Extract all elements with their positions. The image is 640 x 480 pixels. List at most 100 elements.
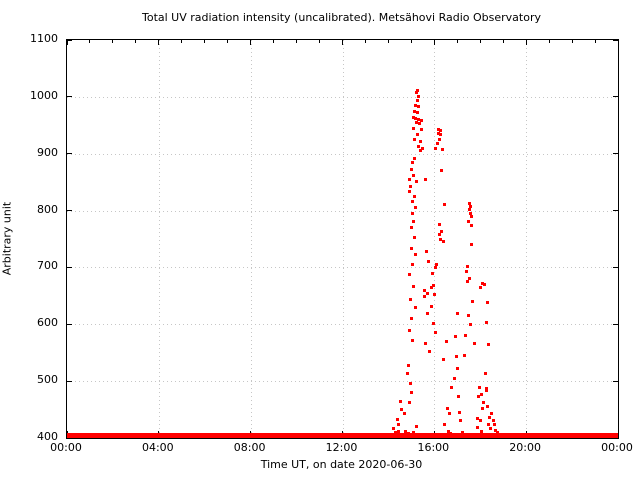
- data-point: [435, 141, 439, 145]
- data-point: [416, 118, 420, 122]
- x-axis-minor-tick-top: [181, 40, 183, 43]
- data-point: [432, 322, 436, 326]
- data-point: [416, 133, 420, 137]
- y-axis-tick: [67, 39, 72, 41]
- x-tick-label: 20:00: [509, 441, 541, 454]
- x-axis-minor-tick-top: [594, 40, 596, 43]
- y-tick-label: 500: [37, 373, 58, 387]
- data-point: [412, 110, 416, 114]
- x-axis-minor-tick-top: [387, 40, 389, 43]
- data-point: [409, 167, 413, 171]
- data-point: [408, 177, 412, 181]
- data-point: [424, 250, 428, 253]
- data-point: [445, 406, 449, 410]
- data-point: [491, 419, 495, 423]
- data-point: [467, 277, 471, 281]
- x-tick-label: 12:00: [325, 441, 358, 454]
- data-point: [453, 335, 457, 339]
- data-point: [489, 426, 493, 430]
- y-axis-tick-right: [613, 266, 618, 268]
- x-axis-minor-tick-top: [502, 40, 504, 43]
- data-point: [410, 263, 414, 267]
- y-axis-tick: [67, 96, 72, 98]
- data-point: [437, 222, 441, 226]
- data-point: [416, 111, 420, 115]
- data-point: [412, 220, 416, 224]
- x-axis-label: Time UT, on date 2020-06-30: [260, 458, 423, 471]
- x-axis-minor-tick-top: [89, 40, 91, 43]
- data-point: [482, 401, 486, 405]
- data-point: [410, 316, 414, 320]
- x-axis-tick-top: [66, 40, 68, 45]
- x-axis-minor-tick-top: [296, 40, 298, 43]
- x-axis-tick-top: [525, 40, 527, 45]
- data-point: [438, 138, 442, 141]
- data-point: [475, 425, 479, 429]
- data-point: [481, 406, 485, 410]
- data-point: [434, 147, 438, 151]
- data-point: [468, 323, 472, 327]
- data-point: [450, 385, 454, 389]
- data-point: [473, 342, 477, 346]
- data-point: [420, 128, 424, 132]
- data-point: [435, 263, 439, 267]
- data-point: [410, 212, 414, 216]
- data-point: [411, 116, 415, 120]
- data-point: [484, 321, 488, 325]
- y-tick-label: 700: [37, 259, 58, 273]
- data-point: [437, 127, 441, 131]
- data-point: [487, 422, 490, 426]
- data-point: [414, 306, 418, 310]
- x-axis-minor-tick-top: [204, 40, 206, 43]
- y-axis-tick: [67, 210, 72, 212]
- x-axis-tick-top: [433, 40, 435, 45]
- data-point: [433, 331, 437, 335]
- data-point: [422, 295, 426, 299]
- y-axis-tick-right: [613, 323, 618, 325]
- y-axis-tick-right: [613, 39, 618, 41]
- data-point: [438, 238, 442, 242]
- x-tick-label: 08:00: [233, 441, 266, 454]
- y-axis-tick-right: [613, 153, 618, 155]
- data-point: [464, 270, 468, 274]
- data-point: [429, 304, 433, 308]
- data-point: [460, 431, 464, 435]
- data-point: [411, 199, 415, 203]
- data-point: [465, 280, 469, 284]
- data-point: [413, 205, 417, 209]
- data-point: [485, 387, 489, 391]
- data-point: [457, 394, 461, 398]
- data-point: [416, 95, 420, 99]
- x-axis-minor-tick-top: [456, 40, 458, 43]
- data-point: [415, 99, 419, 103]
- data-point: [417, 122, 421, 126]
- x-gridline: [434, 40, 436, 438]
- data-point: [490, 412, 494, 416]
- data-point: [407, 190, 411, 194]
- x-axis-tick-top: [158, 40, 160, 45]
- data-point: [408, 329, 412, 333]
- data-point: [487, 343, 490, 347]
- data-point: [423, 341, 427, 345]
- y-tick-label: 600: [37, 316, 58, 330]
- data-point: [409, 185, 413, 189]
- data-point: [413, 138, 417, 141]
- data-point: [480, 429, 484, 433]
- data-point: [443, 203, 447, 207]
- data-point: [434, 266, 438, 270]
- data-point: [476, 394, 480, 398]
- data-point: [400, 408, 404, 412]
- data-point: [439, 128, 443, 132]
- data-point: [470, 223, 474, 227]
- data-point: [414, 179, 418, 183]
- data-point: [467, 202, 471, 206]
- x-axis-minor-tick-top: [364, 40, 366, 43]
- y-axis-tick-right: [613, 210, 618, 212]
- data-point: [412, 194, 416, 198]
- data-point: [416, 88, 420, 92]
- data-point: [442, 240, 446, 244]
- data-point: [440, 168, 444, 172]
- x-gridline: [158, 40, 160, 438]
- plot-area: [66, 39, 619, 439]
- data-point: [412, 127, 416, 131]
